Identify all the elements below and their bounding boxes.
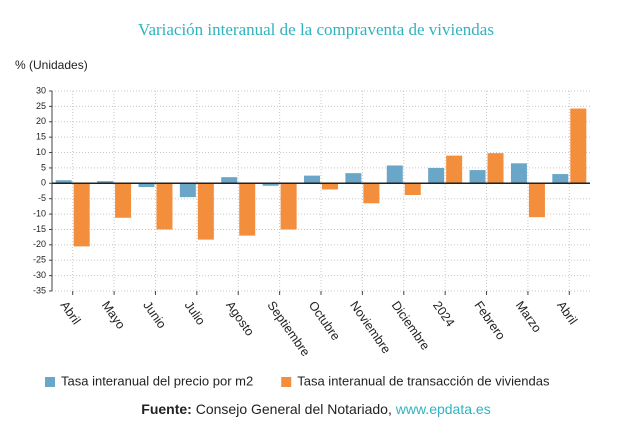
bar: [280, 183, 297, 230]
x-tick-label: Marzo: [513, 299, 544, 336]
x-tick-label: 2024: [430, 299, 457, 330]
x-tick-label: Febrero: [471, 299, 508, 343]
source-link[interactable]: www.epdata.es: [395, 401, 491, 417]
x-tick-label: Mayo: [99, 299, 128, 332]
bar: [97, 181, 114, 184]
legend-swatch: [281, 377, 292, 387]
bar: [528, 183, 545, 218]
y-tick-label: 25: [36, 101, 46, 111]
legend-swatch: [45, 377, 55, 387]
x-tick-label: Abril: [554, 299, 580, 328]
legend-label: Tasa interanual de transacción de vivien…: [297, 373, 550, 388]
bar: [322, 183, 338, 190]
bar: [115, 183, 132, 218]
bar: [221, 177, 238, 184]
y-tick-label: 20: [36, 116, 46, 126]
bar: [446, 155, 463, 184]
y-tick-label: 15: [36, 132, 46, 142]
y-tick-label: -30: [33, 270, 46, 280]
bar: [262, 183, 279, 186]
bar: [363, 183, 380, 204]
y-tick-label: -10: [33, 208, 46, 218]
bar: [487, 153, 504, 184]
bar: [386, 165, 403, 184]
x-tick-label: Septiembre: [264, 299, 312, 359]
x-tick-label: Abril: [58, 299, 84, 328]
y-axis-label: % (Unidades): [15, 58, 88, 72]
x-tick-label: Octubre: [306, 299, 343, 343]
bar: [138, 183, 155, 187]
y-tick-label: -20: [33, 239, 46, 249]
bar: [55, 180, 72, 184]
bar: [345, 173, 362, 184]
legend-label: Tasa interanual del precio por m2: [61, 373, 253, 388]
x-tick-label: Diciembre: [389, 299, 433, 353]
y-tick-label: -5: [38, 193, 46, 203]
x-tick-label: Junio: [140, 299, 169, 332]
x-tick-label: Agosto: [223, 299, 257, 339]
y-tick-label: -35: [33, 285, 46, 295]
bar: [73, 183, 90, 247]
bar: [428, 167, 445, 184]
bar: [404, 183, 421, 195]
chart-title: Variación interanual de la compraventa d…: [138, 20, 494, 39]
y-tick-label: -25: [33, 255, 46, 265]
y-tick-label: 0: [41, 178, 46, 188]
x-tick-label: Julio: [182, 299, 208, 328]
bar: [239, 183, 256, 236]
bar: [304, 175, 320, 184]
bar: [179, 183, 196, 198]
y-tick-label: -15: [33, 224, 46, 234]
bar: [570, 108, 587, 184]
bar: [197, 183, 214, 240]
x-tick-label: Noviembre: [347, 299, 393, 357]
bar: [510, 163, 527, 184]
bar: [156, 183, 173, 230]
bar: [552, 174, 569, 184]
y-tick-label: 10: [36, 147, 46, 157]
source: Fuente: Consejo General del Notariado, w…: [141, 401, 490, 417]
y-tick-label: 5: [41, 162, 46, 172]
bar: [469, 170, 486, 184]
y-tick-label: 30: [36, 85, 46, 95]
source-label: Fuente:: [141, 401, 192, 417]
source-text: Consejo General del Notariado,: [196, 401, 392, 417]
